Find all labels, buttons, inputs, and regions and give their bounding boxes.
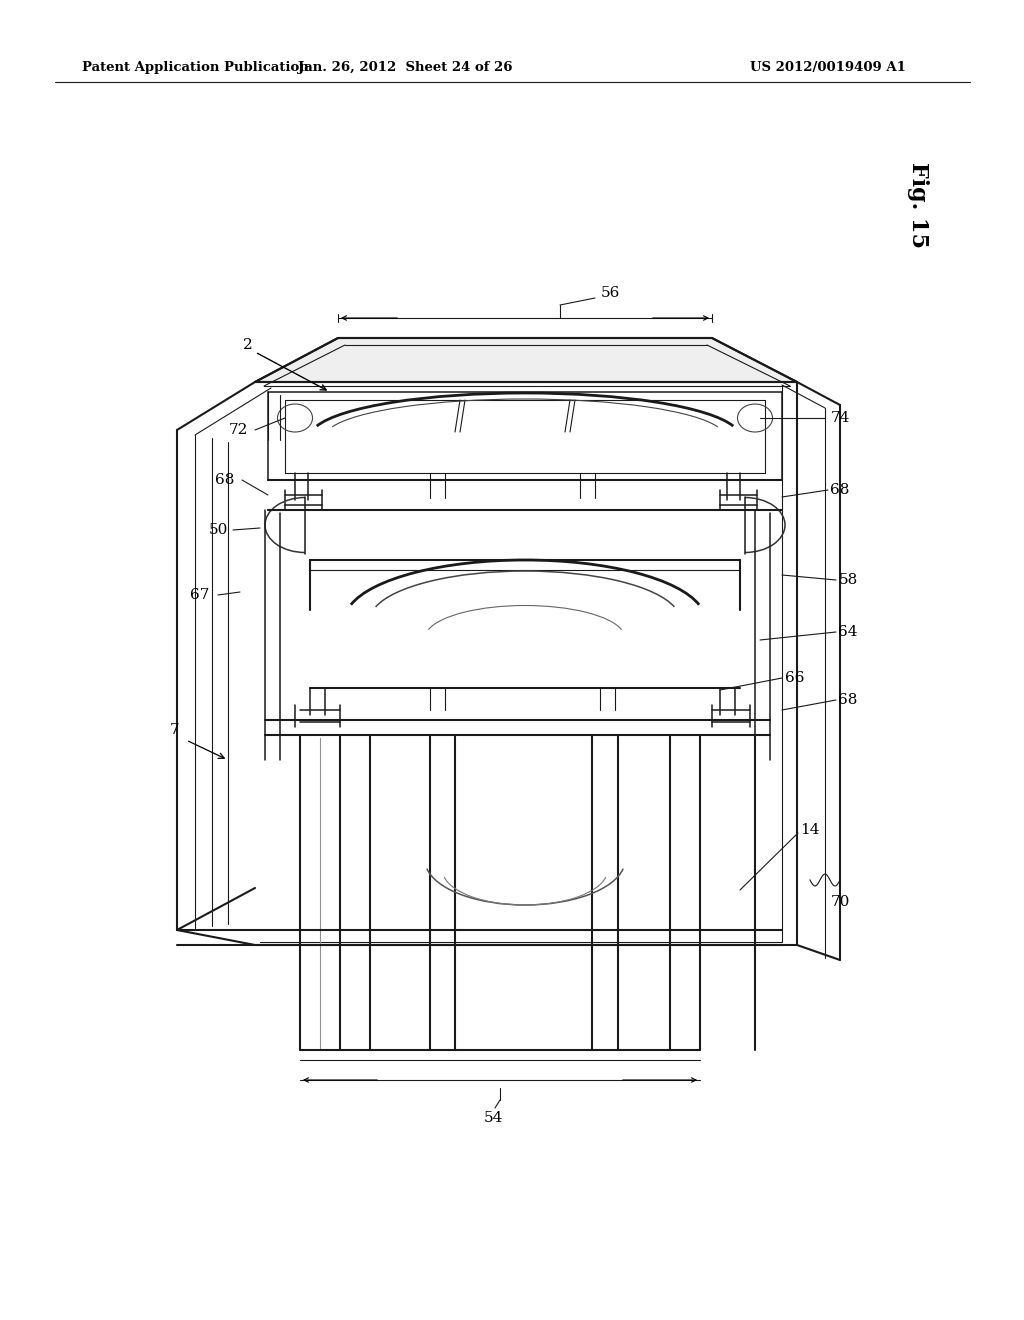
Text: 7: 7 bbox=[170, 723, 180, 737]
Text: 58: 58 bbox=[839, 573, 858, 587]
Text: 50: 50 bbox=[208, 523, 227, 537]
Text: 68: 68 bbox=[830, 483, 850, 498]
Text: 74: 74 bbox=[830, 411, 850, 425]
Text: 68: 68 bbox=[839, 693, 858, 708]
Text: 14: 14 bbox=[800, 822, 820, 837]
Text: 64: 64 bbox=[839, 624, 858, 639]
Text: 56: 56 bbox=[600, 286, 620, 300]
Text: 66: 66 bbox=[785, 671, 805, 685]
Polygon shape bbox=[255, 338, 797, 381]
Text: 54: 54 bbox=[483, 1111, 503, 1125]
Text: Fig. 15: Fig. 15 bbox=[907, 162, 929, 248]
Text: 2: 2 bbox=[243, 338, 253, 352]
Text: US 2012/0019409 A1: US 2012/0019409 A1 bbox=[750, 61, 906, 74]
Text: 67: 67 bbox=[190, 587, 210, 602]
Text: 70: 70 bbox=[830, 895, 850, 909]
Text: 72: 72 bbox=[228, 422, 248, 437]
Text: Patent Application Publication: Patent Application Publication bbox=[82, 61, 309, 74]
Text: 68: 68 bbox=[215, 473, 234, 487]
Text: Jan. 26, 2012  Sheet 24 of 26: Jan. 26, 2012 Sheet 24 of 26 bbox=[298, 61, 512, 74]
